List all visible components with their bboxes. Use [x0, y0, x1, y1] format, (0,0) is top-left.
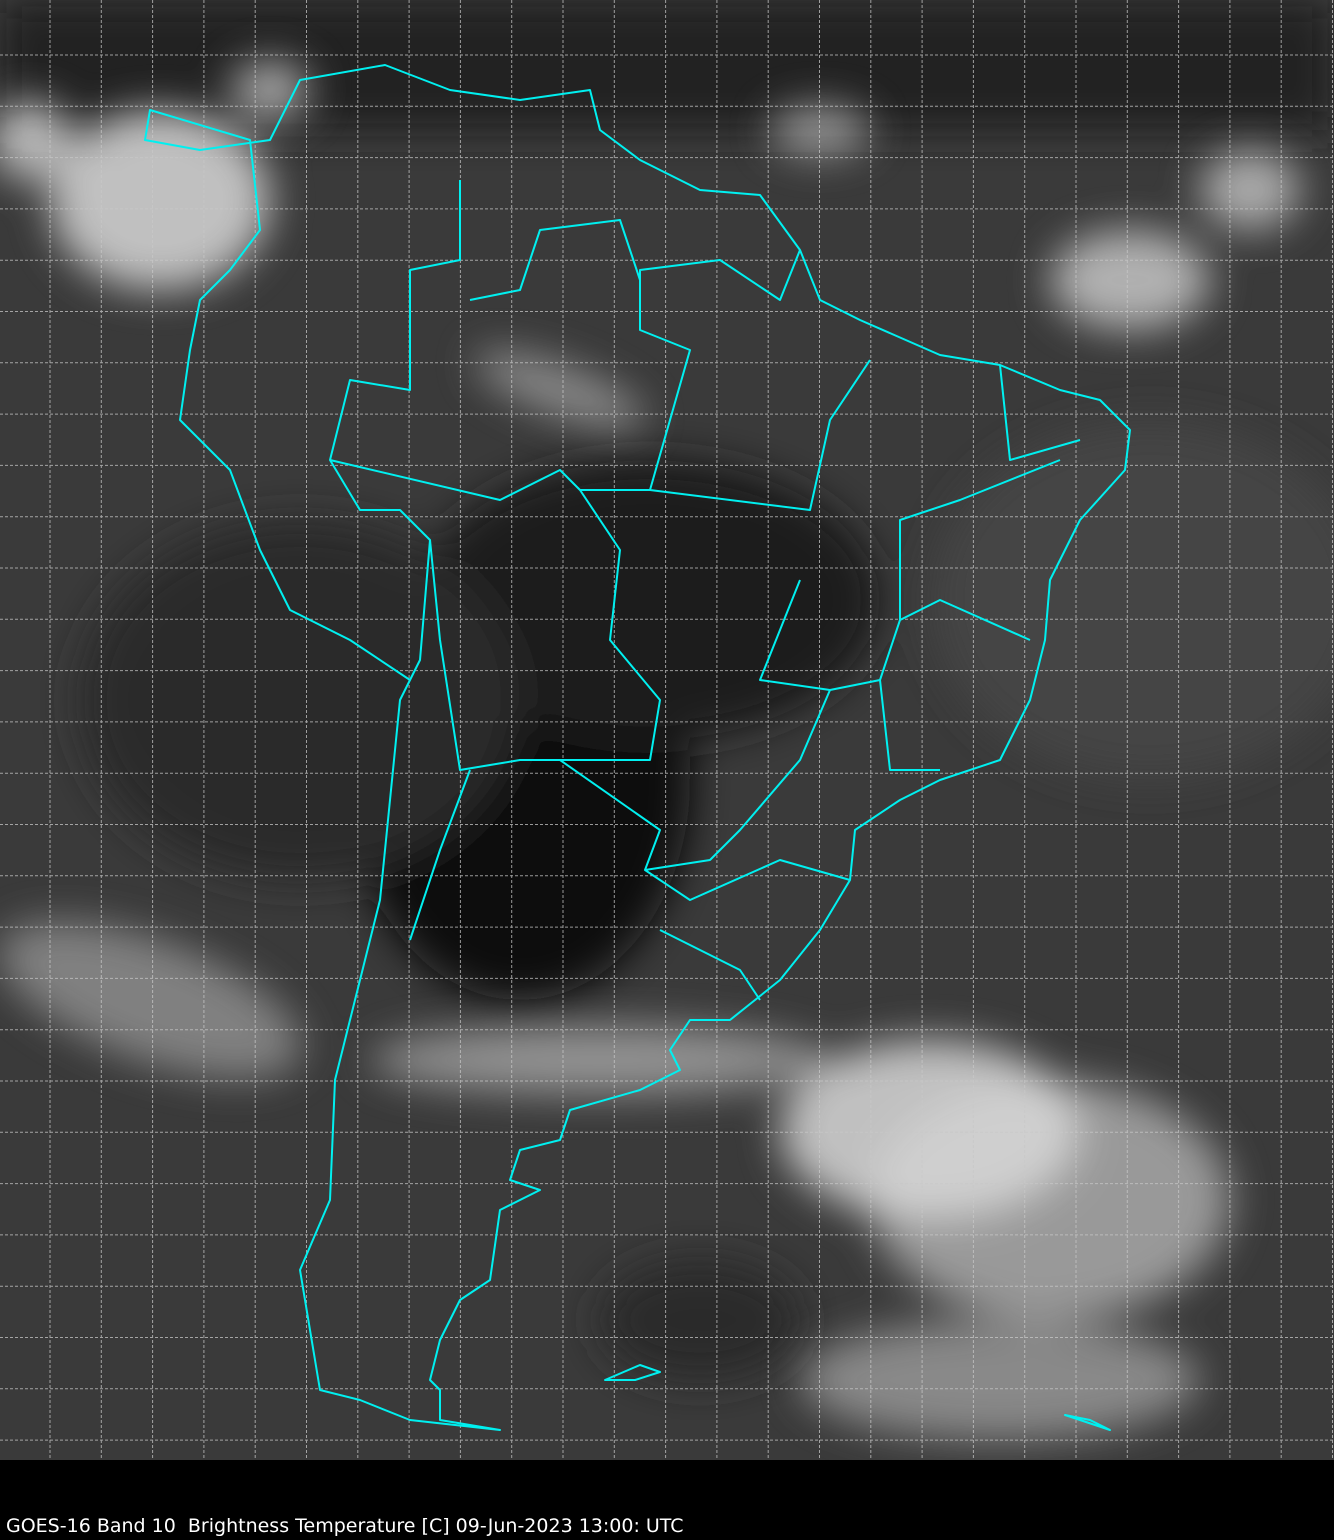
dry-air-regions	[0, 0, 1334, 1380]
south-america-coastline	[144, 64, 1131, 1431]
country-borders	[144, 64, 1131, 1431]
satellite-map	[0, 0, 1334, 1460]
falkland-islands	[604, 1364, 1111, 1431]
caption-bar	[0, 1460, 1334, 1540]
image-caption: GOES-16 Band 10 Brightness Temperature […	[6, 1515, 684, 1537]
internal-borders	[329, 180, 1081, 1001]
lat-lon-grid	[0, 0, 1334, 1460]
